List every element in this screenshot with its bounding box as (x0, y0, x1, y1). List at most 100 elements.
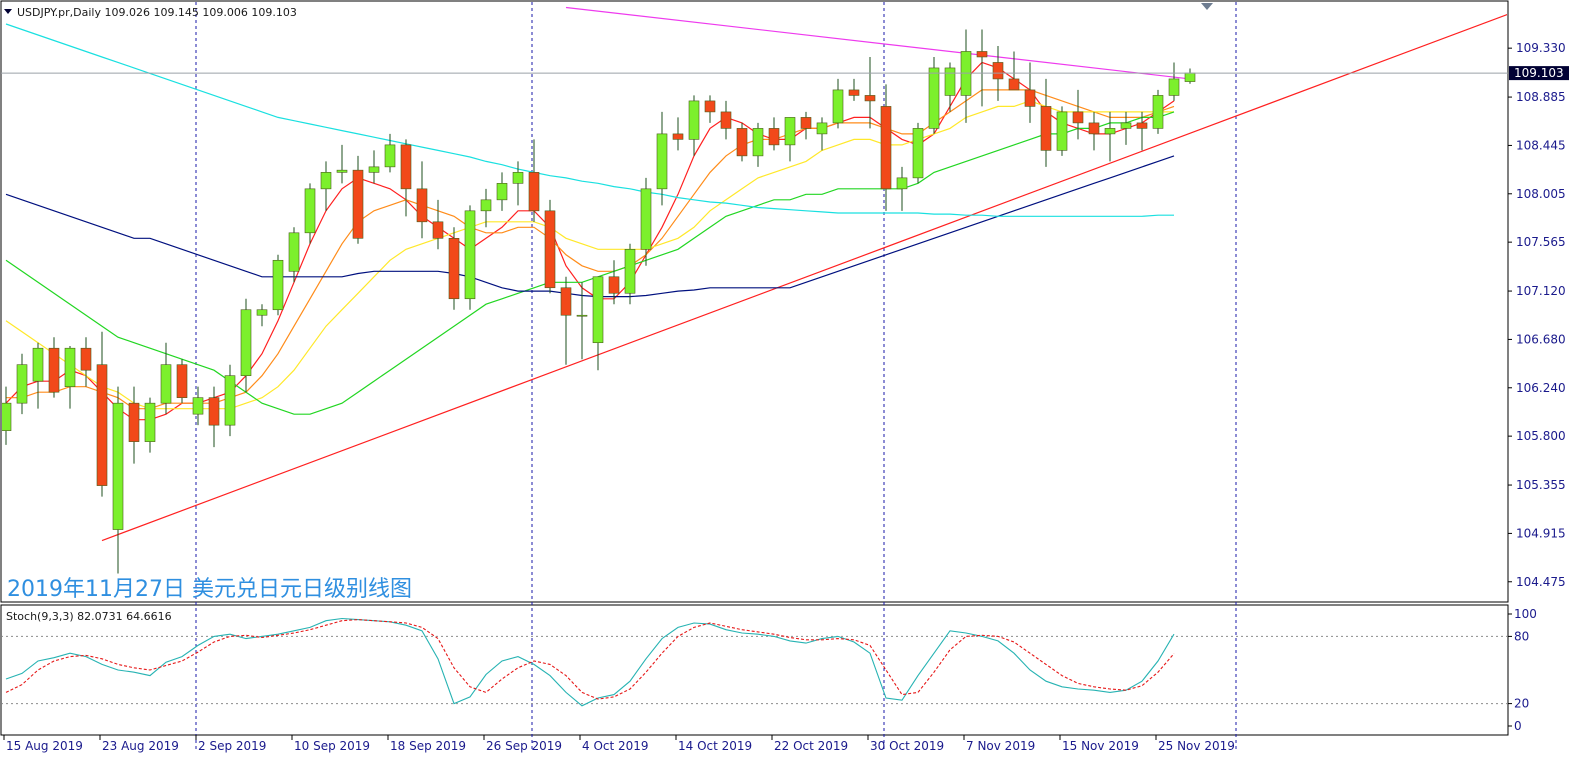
candle (64, 346, 76, 409)
stoch-tick-label: 80 (1514, 629, 1529, 643)
candle (208, 386, 220, 448)
candle-body (736, 128, 748, 157)
date-tick-label: 10 Sep 2019 (294, 739, 370, 753)
candle (704, 95, 716, 123)
candle-body (640, 188, 652, 250)
candle (32, 342, 44, 409)
candle (1072, 89, 1084, 140)
candlesticks (2, 29, 1196, 574)
date-tick-label: 23 Aug 2019 (102, 739, 179, 753)
current-price-label: 109.103 (1514, 66, 1564, 80)
candle (640, 177, 652, 266)
candle (864, 56, 876, 129)
candle-body (416, 188, 428, 223)
candle (368, 150, 380, 184)
candle-body (896, 177, 908, 190)
candle (192, 386, 204, 426)
candle (144, 397, 156, 453)
candle (80, 337, 92, 387)
candle (336, 144, 348, 184)
candle (944, 62, 956, 112)
candle-body (256, 309, 268, 316)
shift-marker-icon[interactable] (1201, 3, 1213, 10)
candle (544, 199, 556, 294)
candle-body (32, 347, 44, 382)
candle-body (272, 259, 284, 311)
candle (912, 122, 924, 184)
candle (448, 227, 460, 310)
candle (736, 122, 748, 162)
candle-body (864, 95, 876, 102)
candle-body (1056, 111, 1068, 151)
candle (784, 117, 796, 162)
candle (896, 166, 908, 211)
candle (832, 78, 844, 129)
candle (304, 183, 316, 244)
candle (1184, 68, 1196, 84)
candle-body (816, 122, 828, 135)
candle-body (624, 248, 636, 294)
candle-body (2, 402, 12, 431)
candle-body (1008, 78, 1020, 91)
collapse-triangle-icon[interactable] (4, 9, 12, 14)
candle-body (752, 128, 764, 157)
date-tick-label: 18 Sep 2019 (390, 739, 466, 753)
candle (464, 205, 476, 310)
candle-body (48, 347, 60, 393)
candle (1040, 78, 1052, 167)
candle-body (608, 276, 620, 294)
candle (2, 386, 12, 445)
candle (528, 139, 540, 222)
candle (288, 227, 300, 283)
candle (16, 353, 28, 415)
period-separators (195, 2, 1237, 752)
candle-body (1040, 106, 1052, 151)
stoch-line (5, 617, 1175, 707)
price-tick-label: 105.800 (1516, 429, 1566, 443)
stoch-header: Stoch(9,3,3) 82.0731 64.6616 (6, 610, 172, 623)
candle (176, 359, 188, 404)
candle (400, 139, 412, 217)
candle-body (336, 169, 348, 173)
candle-body (288, 232, 300, 272)
candle (240, 298, 252, 393)
stoch-tick-label: 0 (1514, 719, 1522, 733)
chart-header: USDJPY.pr,Daily 109.026 109.145 109.006 … (17, 6, 297, 19)
candle-body (976, 51, 988, 58)
candle (128, 386, 140, 464)
candle-body (912, 128, 924, 179)
candle (848, 78, 860, 101)
candle-body (368, 166, 380, 173)
candle (1088, 111, 1100, 151)
candle-body (160, 364, 172, 404)
candle (432, 199, 444, 250)
moving-averages (5, 23, 1175, 421)
candle (416, 161, 428, 239)
candle-body (1120, 122, 1132, 129)
candle (48, 337, 60, 398)
date-tick-label: 15 Aug 2019 (6, 739, 83, 753)
price-tick-label: 108.005 (1516, 187, 1566, 201)
candle (160, 342, 172, 415)
stoch-tick-label: 20 (1514, 697, 1529, 711)
candle-body (880, 106, 892, 190)
current-price-line: 109.103 (1, 66, 1569, 81)
candle-body (848, 89, 860, 96)
candle-body (560, 287, 572, 316)
candle-body (208, 397, 220, 426)
candle (1168, 62, 1180, 101)
price-tick-label: 107.120 (1516, 284, 1566, 298)
candle-body (496, 183, 508, 201)
current-price-label-bg (1509, 66, 1569, 81)
candle (752, 122, 764, 167)
candle-body (800, 117, 812, 129)
candle (512, 161, 524, 206)
candle (560, 276, 572, 365)
candle-body (720, 111, 732, 129)
stochastic-indicator (2, 617, 1507, 707)
price-tick-label: 106.240 (1516, 381, 1566, 395)
candle-body (176, 364, 188, 398)
candle (1136, 111, 1148, 151)
date-tick-label: 4 Oct 2019 (582, 739, 649, 753)
